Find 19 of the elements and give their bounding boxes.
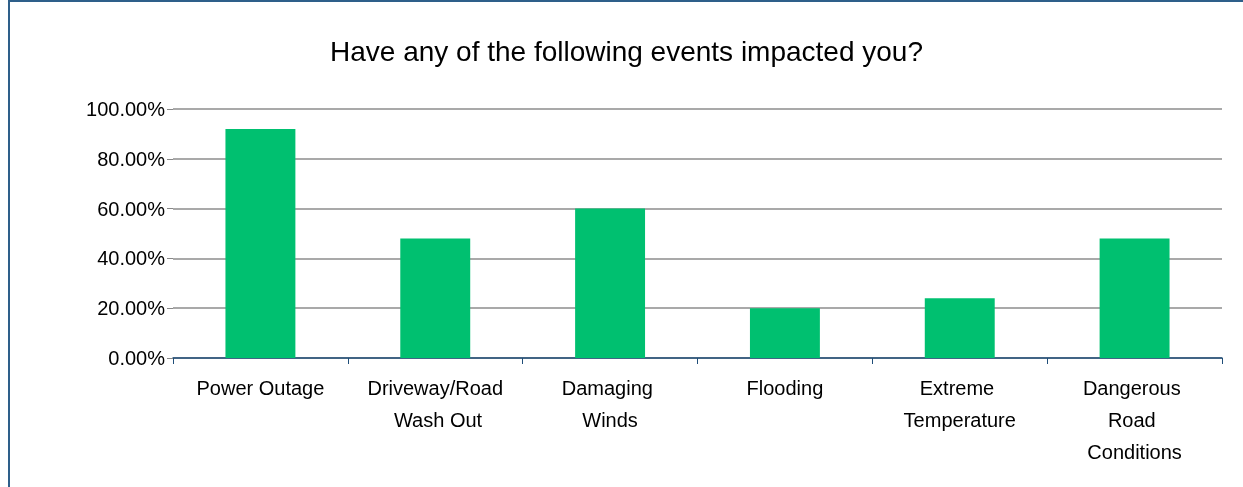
bar — [575, 208, 646, 358]
y-tick-label: 80.00% — [97, 147, 166, 170]
bar — [225, 128, 296, 358]
x-tick-label: Extreme Temperature — [903, 377, 1016, 431]
x-tick-label: Power Outage — [196, 377, 325, 399]
y-tick-label: 60.00% — [97, 197, 166, 220]
x-tick-label: Driveway/Road Wash Out — [367, 377, 504, 431]
y-tick-label: 0.00% — [108, 347, 166, 369]
bar — [924, 298, 995, 358]
y-tick-label: 40.00% — [97, 247, 166, 270]
bar — [749, 308, 820, 358]
chart-title: Have any of the following events impacted you? — [329, 35, 924, 67]
y-tick-label: 20.00% — [97, 297, 166, 320]
bar — [1099, 238, 1170, 358]
x-tick-label: Flooding — [746, 377, 824, 399]
x-tick-label: Damaging Winds — [561, 377, 659, 431]
y-tick-label: 100.00% — [86, 98, 166, 120]
x-tick-label: Dangerous Road Conditions — [1082, 377, 1187, 463]
bar — [400, 238, 471, 358]
